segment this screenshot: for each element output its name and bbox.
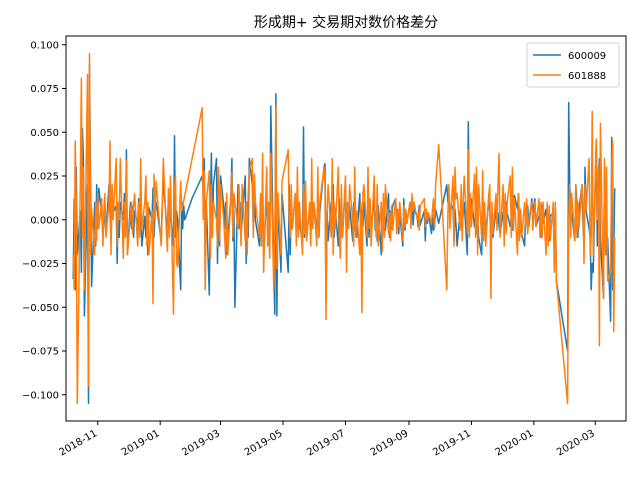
x-tick-label: 2019-05 xyxy=(243,428,285,458)
x-tick-label: 2019-03 xyxy=(180,428,222,458)
x-tick-label: 2019-09 xyxy=(369,428,411,458)
plot-border xyxy=(65,35,627,422)
series-line-601888 xyxy=(72,52,616,405)
y-tick-label: −0.075 xyxy=(22,347,59,358)
plot-area xyxy=(65,35,627,422)
y-tick-label: −0.100 xyxy=(22,390,59,401)
y-tick-label: 0.025 xyxy=(30,172,59,183)
x-tick-label: 2020-03 xyxy=(555,428,597,458)
x-axis: 2018-11 2019-01 2019-03 2019-05 2019-07 2019-… xyxy=(58,421,597,458)
legend-label-600009: 600009 xyxy=(568,51,606,62)
series-601888 xyxy=(72,52,616,405)
legend-label-601888: 601888 xyxy=(568,71,606,82)
x-tick-label: 2019-01 xyxy=(120,428,162,458)
chart-title: 形成期+ 交易期对数价格差分 xyxy=(254,14,438,31)
x-tick-label: 2019-11 xyxy=(431,428,473,458)
y-tick-label: −0.050 xyxy=(22,303,59,314)
y-tick-label: 0.050 xyxy=(30,128,59,139)
x-tick-label: 2018-11 xyxy=(58,428,100,458)
series-layer xyxy=(72,52,616,405)
y-axis: 0.100 0.075 0.050 0.025 0.000 −0.025 −0.050 −0.… xyxy=(22,40,66,401)
y-tick-label: 0.000 xyxy=(30,215,59,226)
x-tick-label: 2019-07 xyxy=(305,428,347,458)
legend: 600009 601888 xyxy=(526,42,620,88)
y-tick-label: −0.025 xyxy=(22,259,59,270)
y-tick-label: 0.075 xyxy=(30,84,59,95)
legend-box xyxy=(526,42,620,88)
x-tick-label: 2020-01 xyxy=(494,428,536,458)
y-tick-label: 0.100 xyxy=(30,40,59,51)
